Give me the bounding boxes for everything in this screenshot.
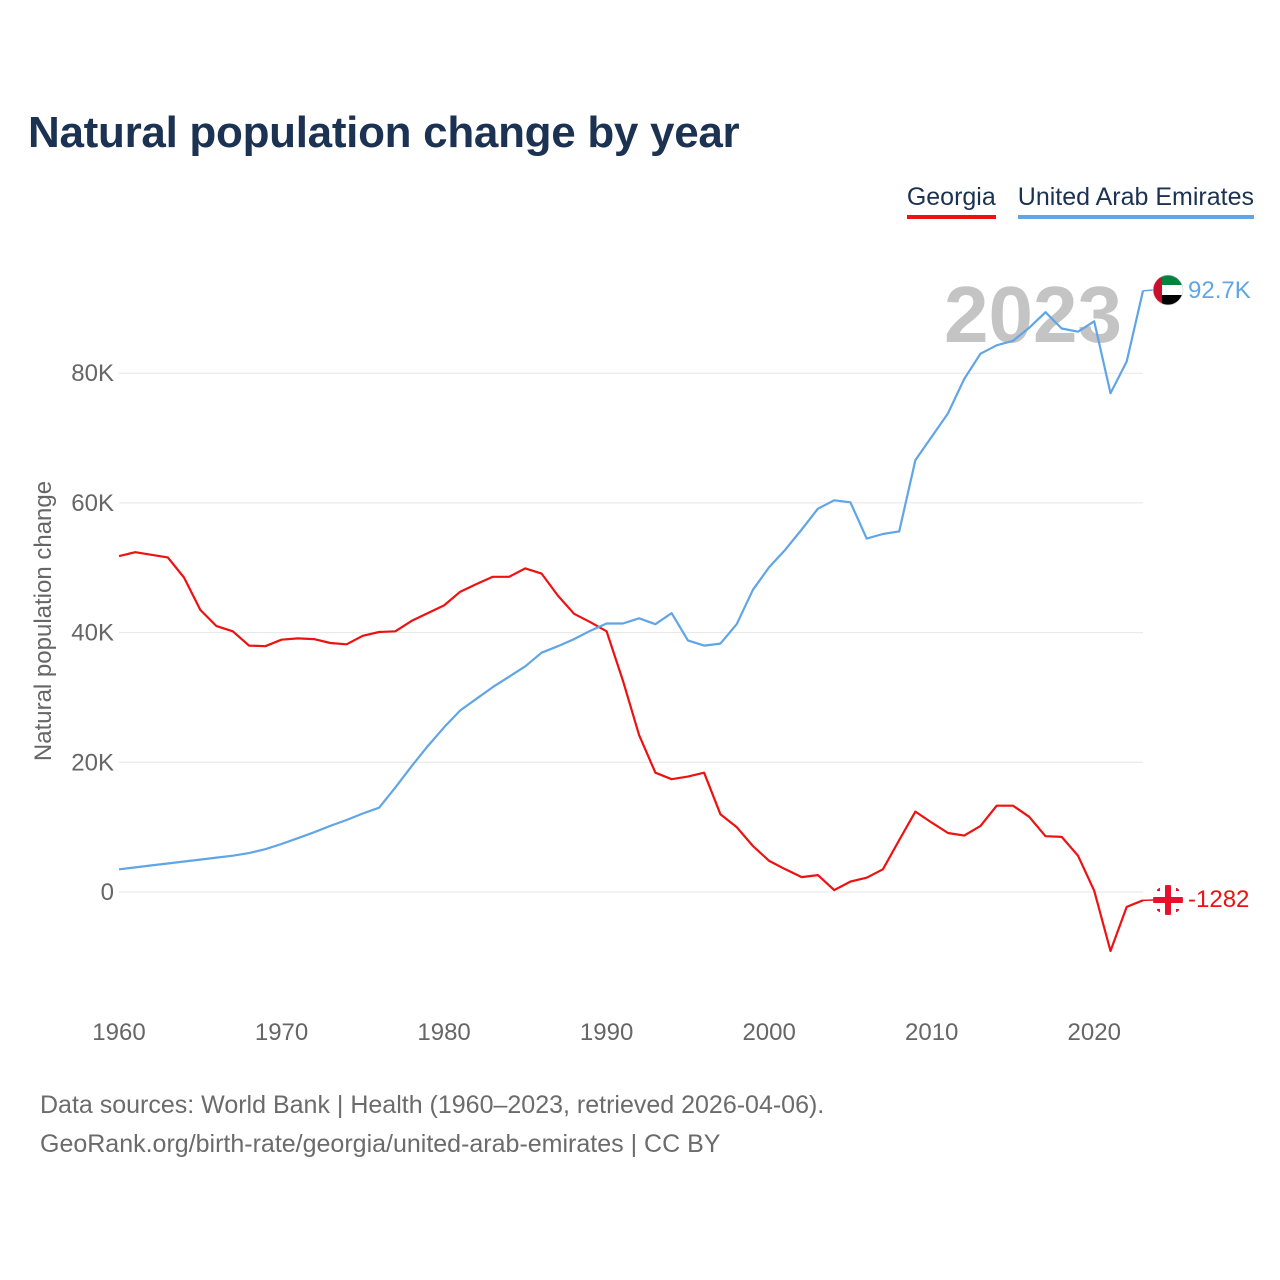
georgia-series-line [118,551,1144,953]
legend-item-georgia[interactable]: Georgia [906,183,996,219]
legend-item-uae[interactable]: United Arab Emirates [1017,183,1254,219]
x-tick-label: 1970 [255,1019,308,1046]
y-axis-title: Natural population change [30,481,57,761]
x-tick-label: 1980 [417,1019,470,1046]
year-label: 2023 [944,270,1122,359]
y-tick-label: 80K [71,360,114,387]
x-tick-label: 1990 [580,1019,633,1046]
y-tick-label: 60K [71,490,114,517]
georgia-end-value: -1282 [1188,886,1249,913]
line-chart: 0 20K 40K 60K 80K 1960 1970 1980 1990 2000 2010 20… [30,270,1251,1046]
x-axis-ticks: 1960 1970 1980 1990 2000 2010 2020 [92,1019,1121,1046]
x-tick-label: 2010 [905,1019,958,1046]
grid-lines [119,372,1143,893]
uae-flag-icon [1152,274,1184,306]
georgia-flag-icon [1153,885,1183,915]
footer-attribution: GeoRank.org/birth-rate/georgia/united-ar… [40,1130,721,1158]
chart-title: Natural population change by year [28,108,740,157]
x-tick-label: 2000 [742,1019,795,1046]
y-tick-label: 20K [71,749,114,776]
uae-series-line [118,290,1145,871]
legend: Georgia United Arab Emirates [906,183,1254,219]
x-tick-label: 1960 [92,1019,145,1046]
y-tick-label: 40K [71,620,114,647]
series-lines [118,290,1145,953]
uae-end-connector [1142,289,1154,292]
uae-end-value: 92.7K [1188,277,1251,304]
y-axis-ticks: 0 20K 40K 60K 80K [71,360,114,906]
footer-sources: Data sources: World Bank | Health (1960–… [40,1091,825,1119]
footer: Data sources: World Bank | Health (1960–… [40,1086,824,1164]
x-tick-label: 2020 [1068,1019,1121,1046]
y-tick-label: 0 [101,879,114,906]
